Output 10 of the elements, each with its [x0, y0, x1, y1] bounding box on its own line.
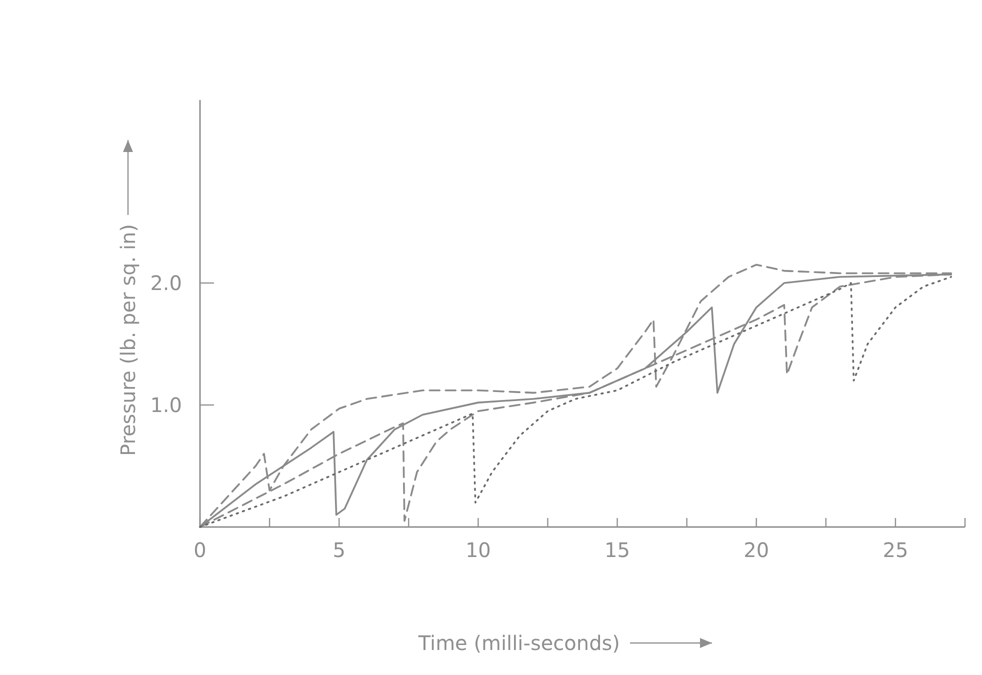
x-tick-label: 10 — [465, 538, 491, 562]
y-tick-label: 2.0 — [150, 271, 182, 295]
y-tick-label: 1.0 — [150, 393, 182, 417]
y-axis-title: Pressure (lb. per sq. in) — [116, 224, 140, 456]
x-tick-label: 15 — [604, 538, 630, 562]
x-axis-title: Time (milli-seconds) — [417, 631, 620, 655]
x-tick-label: 5 — [332, 538, 346, 562]
x-tick-label: 25 — [882, 538, 908, 562]
x-tick-label: 20 — [744, 538, 770, 562]
x-tick-label: 0 — [194, 538, 206, 562]
